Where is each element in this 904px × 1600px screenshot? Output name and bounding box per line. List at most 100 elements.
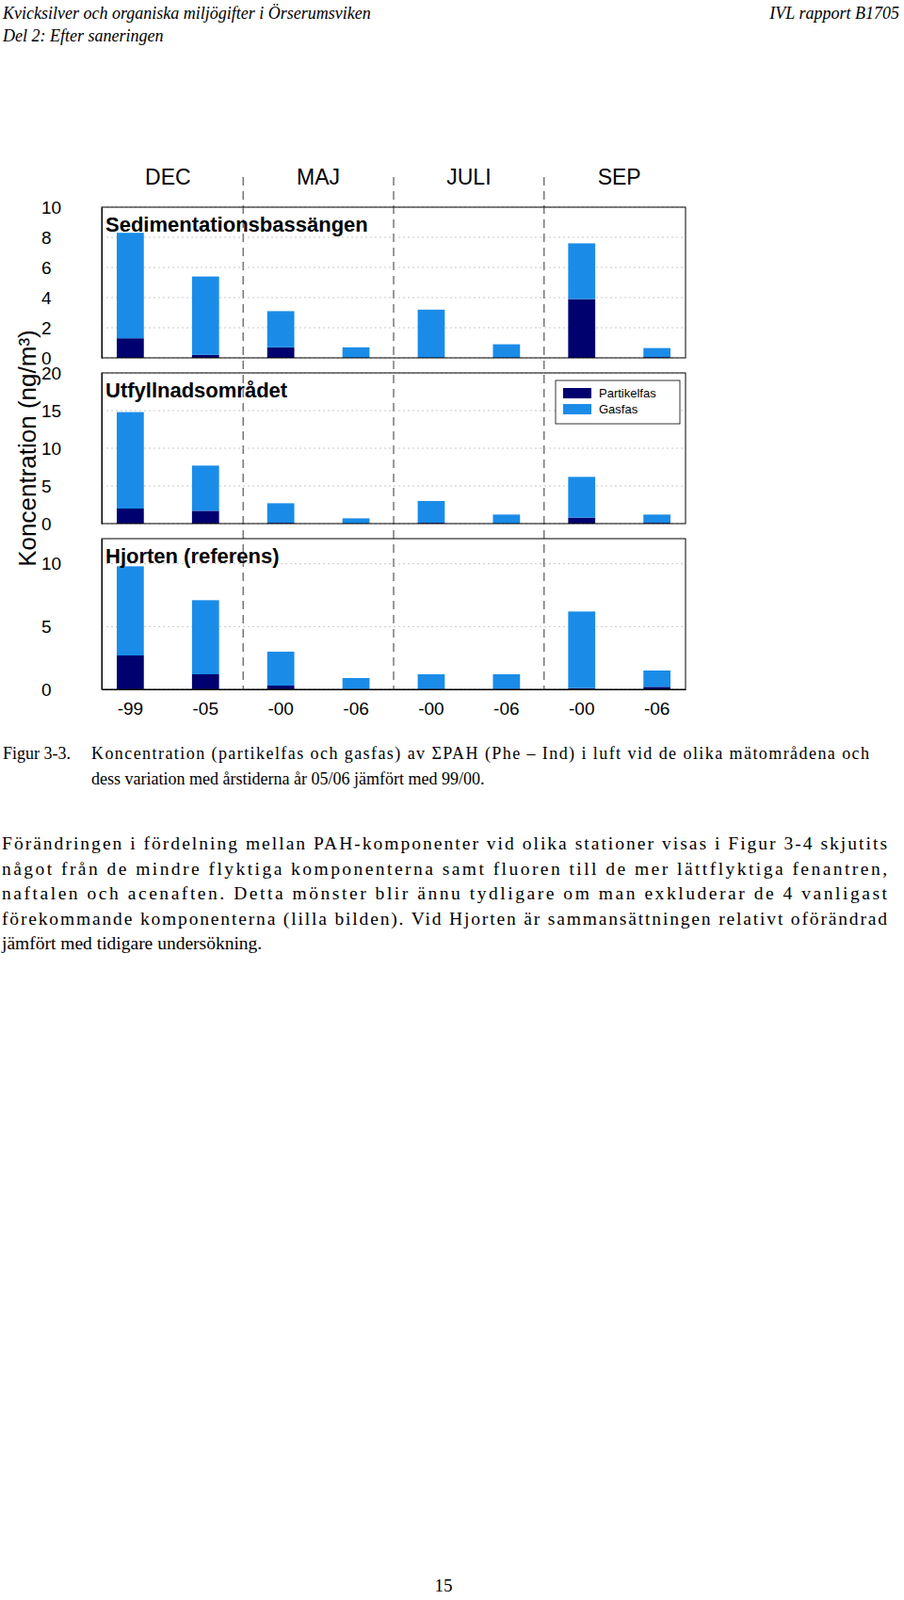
season-label: SEP [597,164,642,190]
bar-segment [643,348,671,358]
bar-segment [567,242,596,299]
grid-line [101,267,686,269]
tick: 10 [41,197,102,218]
bar-segment [418,309,446,358]
grid-line [101,297,686,299]
tick: 15 [41,401,102,421]
tick: 2 [41,318,102,339]
bar-segment [492,344,520,358]
axis-line [101,373,103,525]
tick-label: 20 [41,363,62,384]
tick: -00 [267,689,293,719]
bar-segment [116,338,145,358]
plot-frame [101,207,686,358]
bar-segment [643,670,671,687]
bar-segment [116,412,145,509]
bar-segment [116,232,145,339]
tick-label: 0 [41,514,52,534]
bar-segment [192,599,220,675]
bar-segment [192,276,220,356]
bar-segment [267,502,295,523]
tick: 10 [41,438,102,459]
tick-label: 6 [41,258,52,278]
tick-label: 0 [41,679,52,700]
panel-title: Sedimentationsbassängen [105,212,369,237]
bars [116,412,671,524]
bar-segment [116,565,145,656]
tick: -06 [493,689,519,719]
bars [116,232,671,358]
tick-label: 15 [41,401,62,421]
grid-line [101,448,686,450]
bar-segment [116,508,145,524]
tick: 0 [41,514,102,534]
paragraph-line: naftalen och acenaften. Detta mönster bl… [1,883,888,904]
tick: -05 [193,689,219,719]
tick: 8 [41,227,102,248]
tick-label: -06 [493,698,519,719]
season-separator [543,177,545,690]
season-separator [242,177,244,690]
x-axis: -99 -05 -00 -06 -00 -06 -00 -06 [102,689,687,719]
season-label: JULI [446,164,491,190]
tick-label: -00 [418,698,444,719]
bar-segment [342,347,371,358]
panel: 0246810Sedimentationsbassängen [41,197,686,369]
page: Kvicksilver och organiska miljögifter i … [0,0,904,1600]
page-number: 15 [435,1575,453,1596]
tick: 0 [41,679,102,700]
tick-label: 8 [41,227,52,248]
tick-label: -99 [117,698,144,719]
axis-line [101,208,103,359]
grid-line [101,485,686,487]
legend-box [555,380,680,424]
tick: -00 [568,689,595,719]
page-header: Kvicksilver och organiska miljögifter i … [1,3,900,46]
bar-segment [567,611,596,688]
y-axis-title: Koncentration (ng/m³) [13,329,42,566]
season-label: DEC [145,164,192,190]
season-separator [392,177,394,690]
bar-segment [116,655,145,690]
bar-segment [567,299,596,358]
header-subtitle: Del 2: Efter saneringen [1,26,163,46]
figure: DECMAJJULISEPKoncentration (ng/m³)024681… [13,164,687,719]
legend-label: Partikelfas [598,386,657,401]
caption-line: Koncentration (partikelfas och gasfas) a… [91,743,870,764]
tick: 6 [41,258,102,278]
bar-segment [492,514,520,524]
paragraph-line: förekommande komponenterna (lilla bilden… [1,908,888,930]
tick-label: -00 [568,698,595,719]
bar-segment [267,310,295,347]
bar-segment [267,347,295,358]
bar-segment [192,674,220,690]
y-axis: 0510 [41,539,103,700]
bar-segment [342,517,371,524]
legend-swatch [563,387,592,399]
bar-segment [418,674,446,690]
bar-segment [492,674,520,690]
tick-label: -06 [342,698,369,719]
tick: -06 [644,689,670,719]
tick-label: -06 [644,698,670,719]
axis-line [101,539,103,691]
tick-label: 10 [41,197,62,218]
header-report: IVL rapport B1705 [768,3,900,23]
axis-line [102,689,687,691]
tick-label: -05 [193,698,219,719]
bar-segment [567,476,596,517]
panel: 05101520UtfyllnadsområdetPartikelfasGasf… [41,363,686,534]
tick-label: 2 [41,318,52,339]
header-title: Kvicksilver och organiska miljögifter i … [1,3,372,23]
legend-label: Gasfas [598,402,639,417]
tick-label: -00 [267,698,293,719]
tick: -06 [342,689,369,719]
tick-label: 5 [41,616,52,637]
y-axis: 0246810 [41,197,103,369]
bar-segment [192,510,220,524]
paragraph-line: jämfört med tidigare undersökning. [0,933,262,953]
tick: -00 [418,689,444,719]
tick-label: 4 [41,288,52,308]
legend-swatch [563,403,592,415]
bar-segment [418,500,446,523]
